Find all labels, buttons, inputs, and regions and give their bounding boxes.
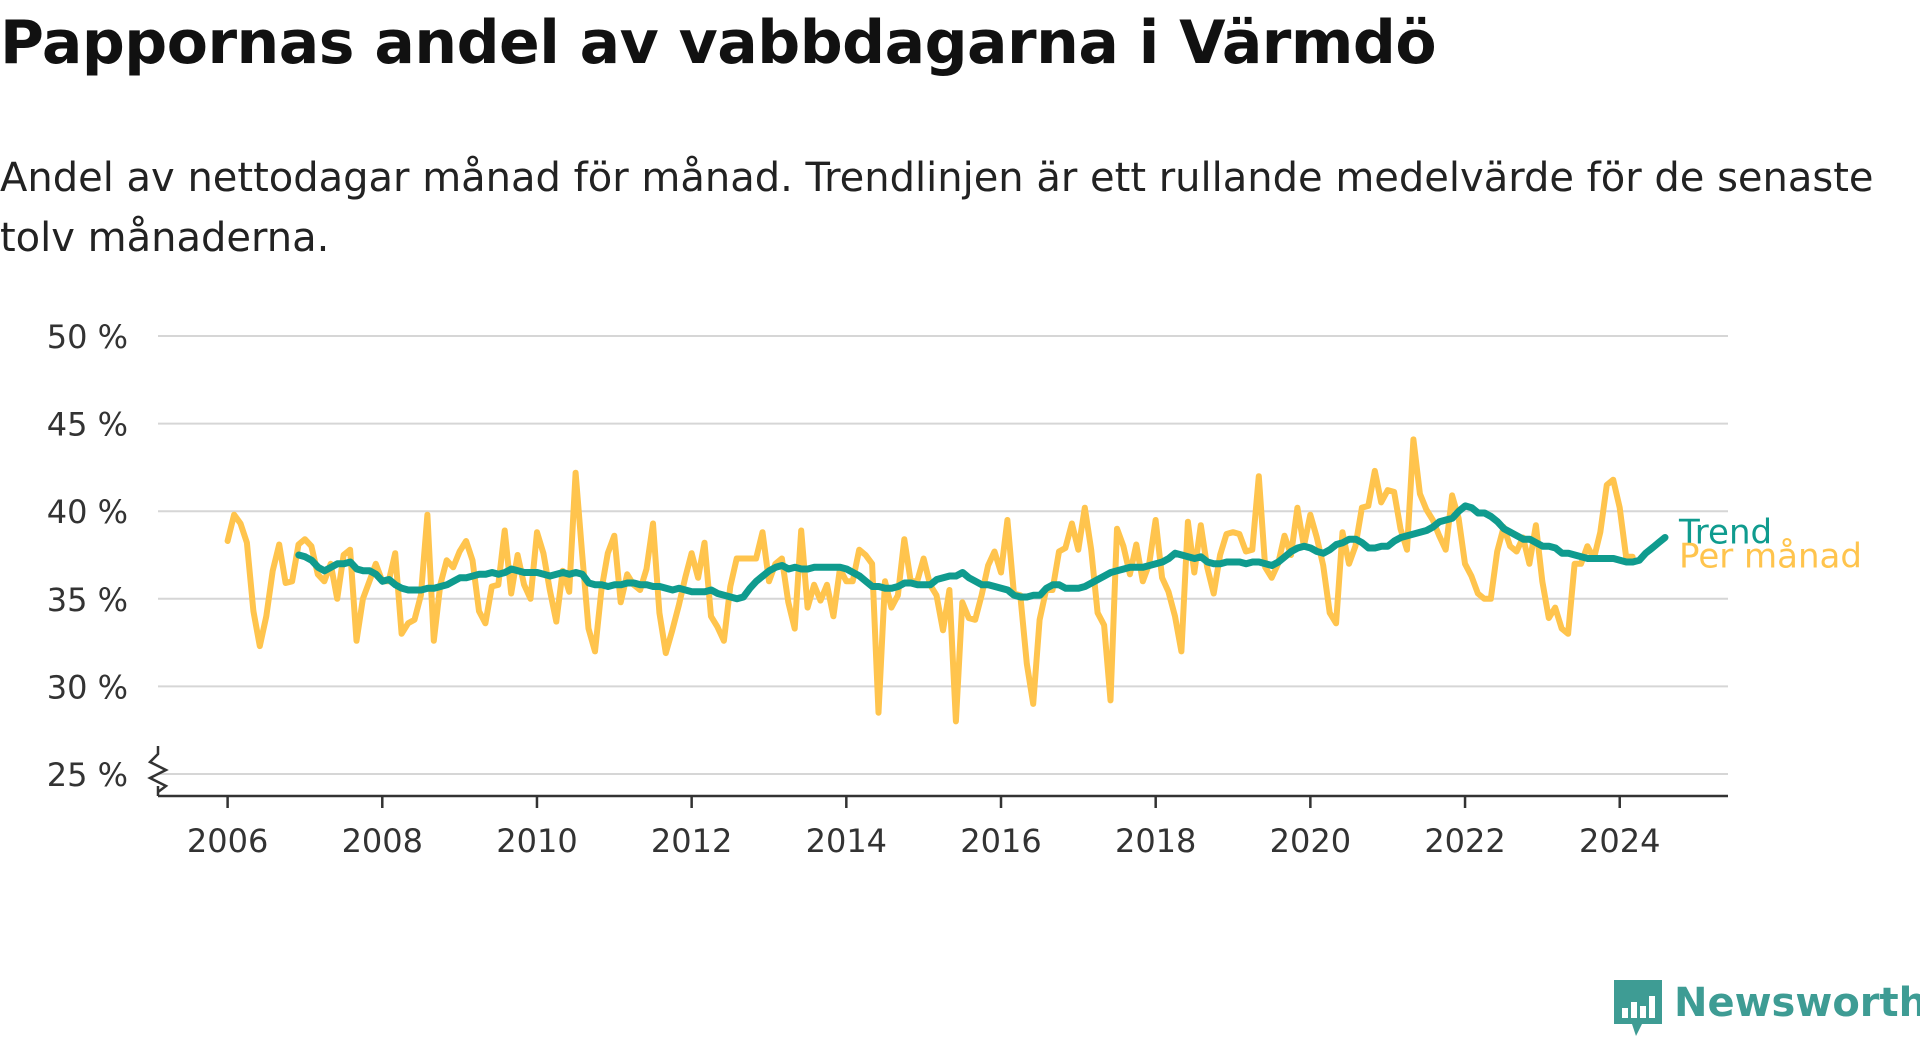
x-tick-label: 2012 bbox=[651, 822, 732, 860]
x-axis bbox=[147, 746, 1728, 808]
y-tick-label: 30 % bbox=[47, 668, 128, 706]
x-tick-label: 2008 bbox=[342, 822, 423, 860]
chart-subtitle: Andel av nettodagar månad för månad. Tre… bbox=[0, 155, 1874, 261]
y-axis-tick-labels: 25 % 30 % 35 % 40 % 45 % 50 % bbox=[47, 318, 128, 794]
y-tick-label: 45 % bbox=[47, 406, 128, 444]
series-line-trend bbox=[295, 502, 1669, 603]
y-tick-label: 25 % bbox=[47, 756, 128, 794]
x-tick-label: 2006 bbox=[187, 822, 268, 860]
x-tick-label: 2020 bbox=[1270, 822, 1351, 860]
series-lines bbox=[224, 436, 1669, 725]
chart-title: Pappornas andel av vabbdagarna i Värmdö bbox=[0, 8, 1437, 78]
legend-label-per-manad: Per månad bbox=[1679, 536, 1862, 576]
line-chart: 25 % 30 % 35 % 40 % 45 % 50 % 2006 2008 2010 201… bbox=[47, 318, 1862, 860]
newsworthy-chart-icon bbox=[1614, 980, 1662, 1036]
axis-break-mark bbox=[147, 746, 169, 793]
x-tick-label: 2024 bbox=[1579, 822, 1660, 860]
y-tick-label: 40 % bbox=[47, 493, 128, 531]
x-tick-label: 2014 bbox=[806, 822, 887, 860]
x-tick-label: 2010 bbox=[496, 822, 577, 860]
newsworthy-logo: Newsworthy bbox=[1612, 978, 1920, 1038]
legend-label-trend: Trend bbox=[1678, 512, 1772, 552]
x-tick-label: 2022 bbox=[1424, 822, 1505, 860]
x-axis-tick-labels: 2006 2008 2010 2012 2014 2016 2018 2020 2022 2024 bbox=[187, 822, 1661, 860]
y-tick-label: 50 % bbox=[47, 318, 128, 356]
brand-name: Newsworthy bbox=[1674, 980, 1920, 1026]
series-line-per-månad bbox=[224, 436, 1636, 725]
x-tick-label: 2016 bbox=[960, 822, 1041, 860]
y-tick-label: 35 % bbox=[47, 581, 128, 619]
x-tick-label: 2018 bbox=[1115, 822, 1196, 860]
